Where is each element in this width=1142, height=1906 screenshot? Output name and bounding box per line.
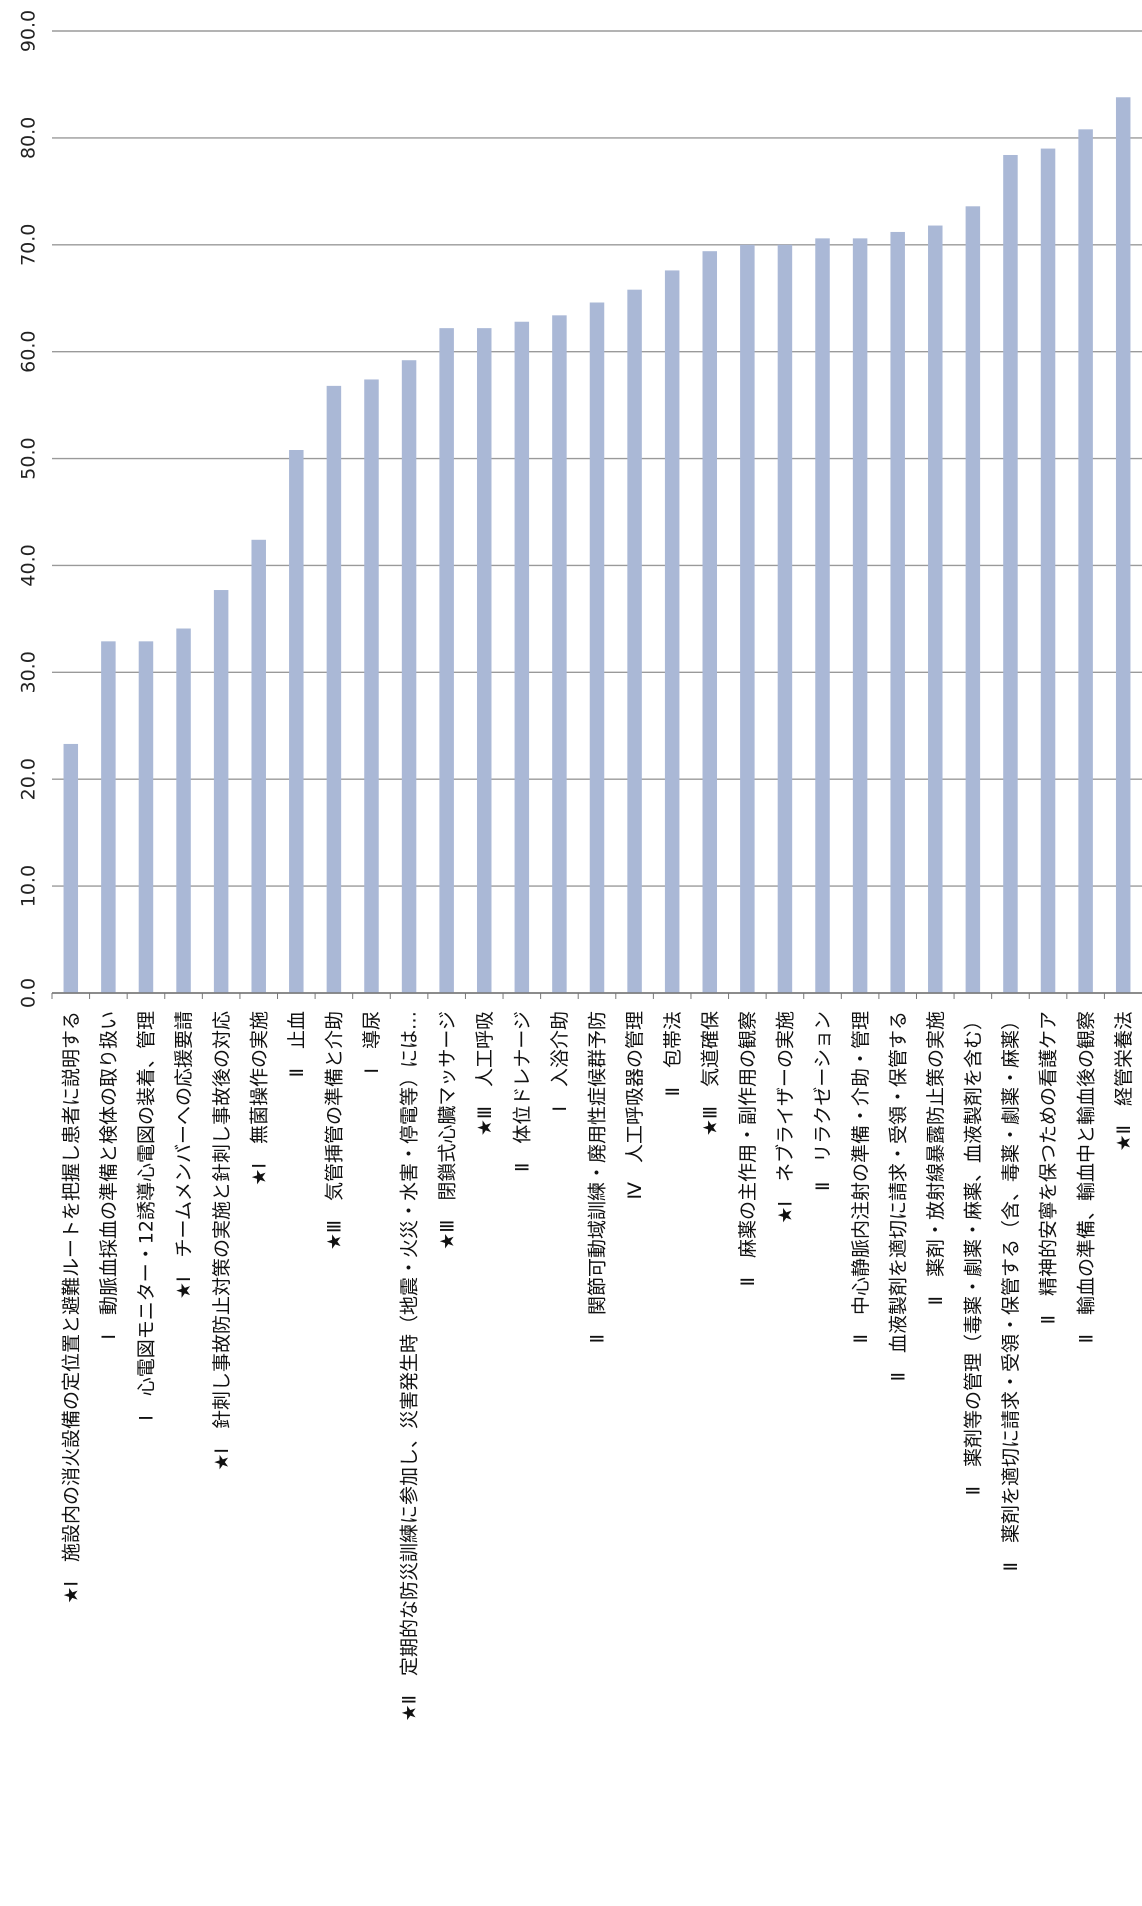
bar <box>852 238 868 993</box>
bar <box>589 302 605 993</box>
y-tick-label: 80.0 <box>18 117 40 159</box>
bar <box>1003 154 1018 994</box>
bar <box>1078 129 1093 994</box>
category-label: Ⅱ リラクゼーション <box>812 1011 834 1191</box>
category-label: ★Ⅰ チームメンバーへの応援要請 <box>173 1011 195 1299</box>
bar <box>552 315 567 993</box>
bar <box>890 231 905 993</box>
y-tick-labels: 0.0 10.0 20.0 30.0 40.0 50.0 60.0 70.0 80.0 90.0 <box>18 10 40 1008</box>
bar <box>1115 97 1131 993</box>
bar <box>401 360 417 993</box>
y-tick-label: 20.0 <box>18 758 40 800</box>
y-tick-label: 60.0 <box>18 331 40 373</box>
category-label: ★Ⅰ 針刺し事故防止対策の実施と針刺し事故後の対応 <box>211 1011 233 1471</box>
category-label: ★Ⅱ 経管栄養法 <box>1113 1011 1135 1151</box>
bar <box>101 641 116 993</box>
bar <box>815 238 830 993</box>
category-label: Ⅰ 入浴介助 <box>549 1011 571 1112</box>
category-label: Ⅱ 止血 <box>286 1011 308 1077</box>
y-tick-label: 90.0 <box>18 10 40 52</box>
bar <box>63 743 79 993</box>
category-label: Ⅱ 薬剤を適切に請求・受領・保管する（含、毒薬・劇薬・麻薬） <box>1000 1011 1022 1571</box>
category-label: Ⅰ 心電図モニター・12誘導心電図の装着、管理 <box>136 1011 158 1421</box>
bar <box>251 539 266 993</box>
bar <box>138 641 154 993</box>
bar <box>476 328 492 993</box>
bar <box>439 328 454 993</box>
bar <box>627 289 642 993</box>
category-label: ★Ⅰ 施設内の消火設備の定位置と避難ルートを把握し患者に説明する <box>60 1011 82 1604</box>
category-label: Ⅱ 包帯法 <box>662 1011 684 1096</box>
bar <box>664 270 680 993</box>
category-label: Ⅱ 薬剤・放射線暴露防止策の実施 <box>925 1011 947 1305</box>
category-label: Ⅱ 体位ドレナージ <box>511 1011 533 1172</box>
category-label: ★Ⅲ 人工呼吸 <box>474 1011 496 1136</box>
category-label: Ⅱ 精神的安寧を保つための看護ケア <box>1038 1011 1060 1324</box>
category-label: Ⅱ 中心静脈内注射の準備・介助・管理 <box>850 1011 872 1343</box>
bar <box>213 590 229 993</box>
bar <box>514 321 530 993</box>
y-tick-label: 50.0 <box>18 437 40 479</box>
y-tick-label: 70.0 <box>18 224 40 266</box>
y-tick-label: 10.0 <box>18 865 40 907</box>
category-label: Ⅱ 血液製剤を適切に請求・受領・保管する <box>887 1011 909 1381</box>
bar <box>289 450 304 993</box>
category-label: ★Ⅲ 閉鎖式心臓マッサージ <box>436 1011 458 1250</box>
category-label: ★Ⅲ 気管挿管の準備と介助 <box>324 1011 346 1250</box>
bar <box>928 225 943 993</box>
category-label: ★Ⅰ ネブライザーの実施 <box>774 1011 797 1224</box>
bar <box>176 628 191 993</box>
bar <box>777 244 793 993</box>
category-label: Ⅰ 導尿 <box>361 1011 383 1074</box>
bar <box>1040 148 1056 994</box>
category-labels: ★Ⅰ 施設内の消火設備の定位置と避難ルートを把握し患者に説明する Ⅰ 動脈血採血の… <box>51 993 1135 1721</box>
bar <box>364 379 379 993</box>
category-label: Ⅰ 動脈血採血の準備と検体の取り扱い <box>98 1011 120 1340</box>
bar <box>965 206 981 993</box>
category-label: ★Ⅰ 無菌操作の実施 <box>248 1011 270 1186</box>
category-label: ★Ⅲ 気道確保 <box>699 1011 721 1136</box>
bar <box>326 385 342 994</box>
y-tick-label: 40.0 <box>18 544 40 586</box>
category-label: Ⅱ 薬剤等の管理（毒薬・劇薬・麻薬、血液製剤を含む） <box>963 1011 985 1495</box>
category-label: Ⅱ 麻薬の主作用・副作用の観察 <box>737 1011 759 1286</box>
bar <box>740 244 755 993</box>
bar <box>702 251 718 994</box>
y-tick-label: 30.0 <box>18 651 40 693</box>
bars <box>63 97 1131 994</box>
category-label: Ⅳ 人工呼吸器の管理 <box>624 1011 646 1200</box>
category-label: Ⅱ 輸血の準備、輸血中と輸血後の観察 <box>1075 1011 1097 1343</box>
y-tick-label: 0.0 <box>18 978 40 1008</box>
category-label: Ⅱ 関節可動域訓練・廃用性症候群予防 <box>587 1011 609 1343</box>
category-label: ★Ⅱ 定期的な防災訓練に参加し、災害発生時（地震・火災・水害・停電等）には… <box>399 1011 421 1721</box>
